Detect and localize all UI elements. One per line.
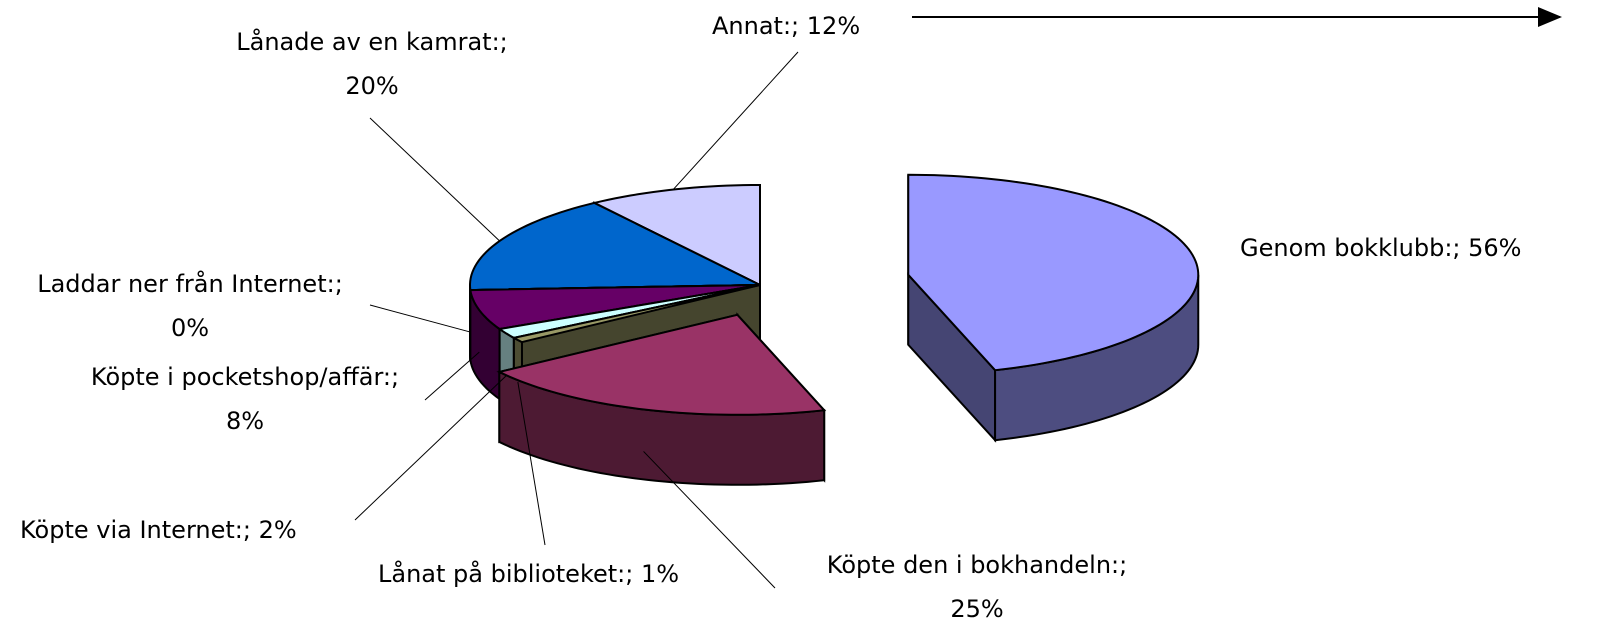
leader-line: [369, 117, 500, 242]
value-label: 25%: [950, 595, 1004, 623]
leader-line: [672, 51, 799, 190]
category-label: Lånat på biblioteket:;: [378, 560, 634, 588]
value-label: 12%: [806, 12, 861, 40]
category-label: Laddar ner från Internet:;: [37, 270, 343, 298]
slice-label: Lånade av en kamrat:; 20%: [192, 20, 552, 108]
slice-label: Annat:; 12%: [712, 4, 860, 48]
slice-label: Genom bokklubb:; 56%: [1240, 226, 1521, 270]
slice: [469, 284, 761, 331]
slice-label: Köpte i pocketshop/affär:; 8%: [75, 355, 415, 443]
value-label: 1%: [640, 560, 680, 588]
slice: [469, 201, 761, 292]
category-label: Köpte via Internet:;: [20, 516, 251, 544]
leader-line: [643, 451, 776, 589]
value-label: 56%: [1468, 234, 1522, 262]
leader-line: [369, 304, 471, 333]
slice: [496, 313, 827, 416]
slice: [591, 183, 761, 287]
category-label: Köpte den i bokhandeln:;: [826, 551, 1128, 579]
leader-line: [517, 381, 546, 546]
category-label: Annat:;: [712, 12, 800, 40]
slice: [511, 284, 761, 344]
value-label: 2%: [258, 516, 297, 544]
slice-label: Laddar ner från Internet:; 0%: [10, 262, 370, 350]
value-label: 0%: [170, 314, 210, 342]
category-label: Köpte i pocketshop/affär:;: [90, 363, 400, 391]
slice-label: Köpte via Internet:; 2%: [20, 508, 297, 552]
value-label: 8%: [225, 407, 265, 435]
leader-line: [424, 351, 480, 401]
slice-label: Köpte den i bokhandeln:; 25%: [797, 543, 1157, 631]
slice-label: Lånat på biblioteket:; 1%: [378, 552, 679, 596]
slice: [907, 173, 1200, 372]
value-label: 20%: [345, 72, 399, 100]
leader-line: [354, 375, 507, 521]
category-label: Genom bokklubb:;: [1240, 234, 1461, 262]
category-label: Lånade av en kamrat:;: [236, 28, 508, 56]
